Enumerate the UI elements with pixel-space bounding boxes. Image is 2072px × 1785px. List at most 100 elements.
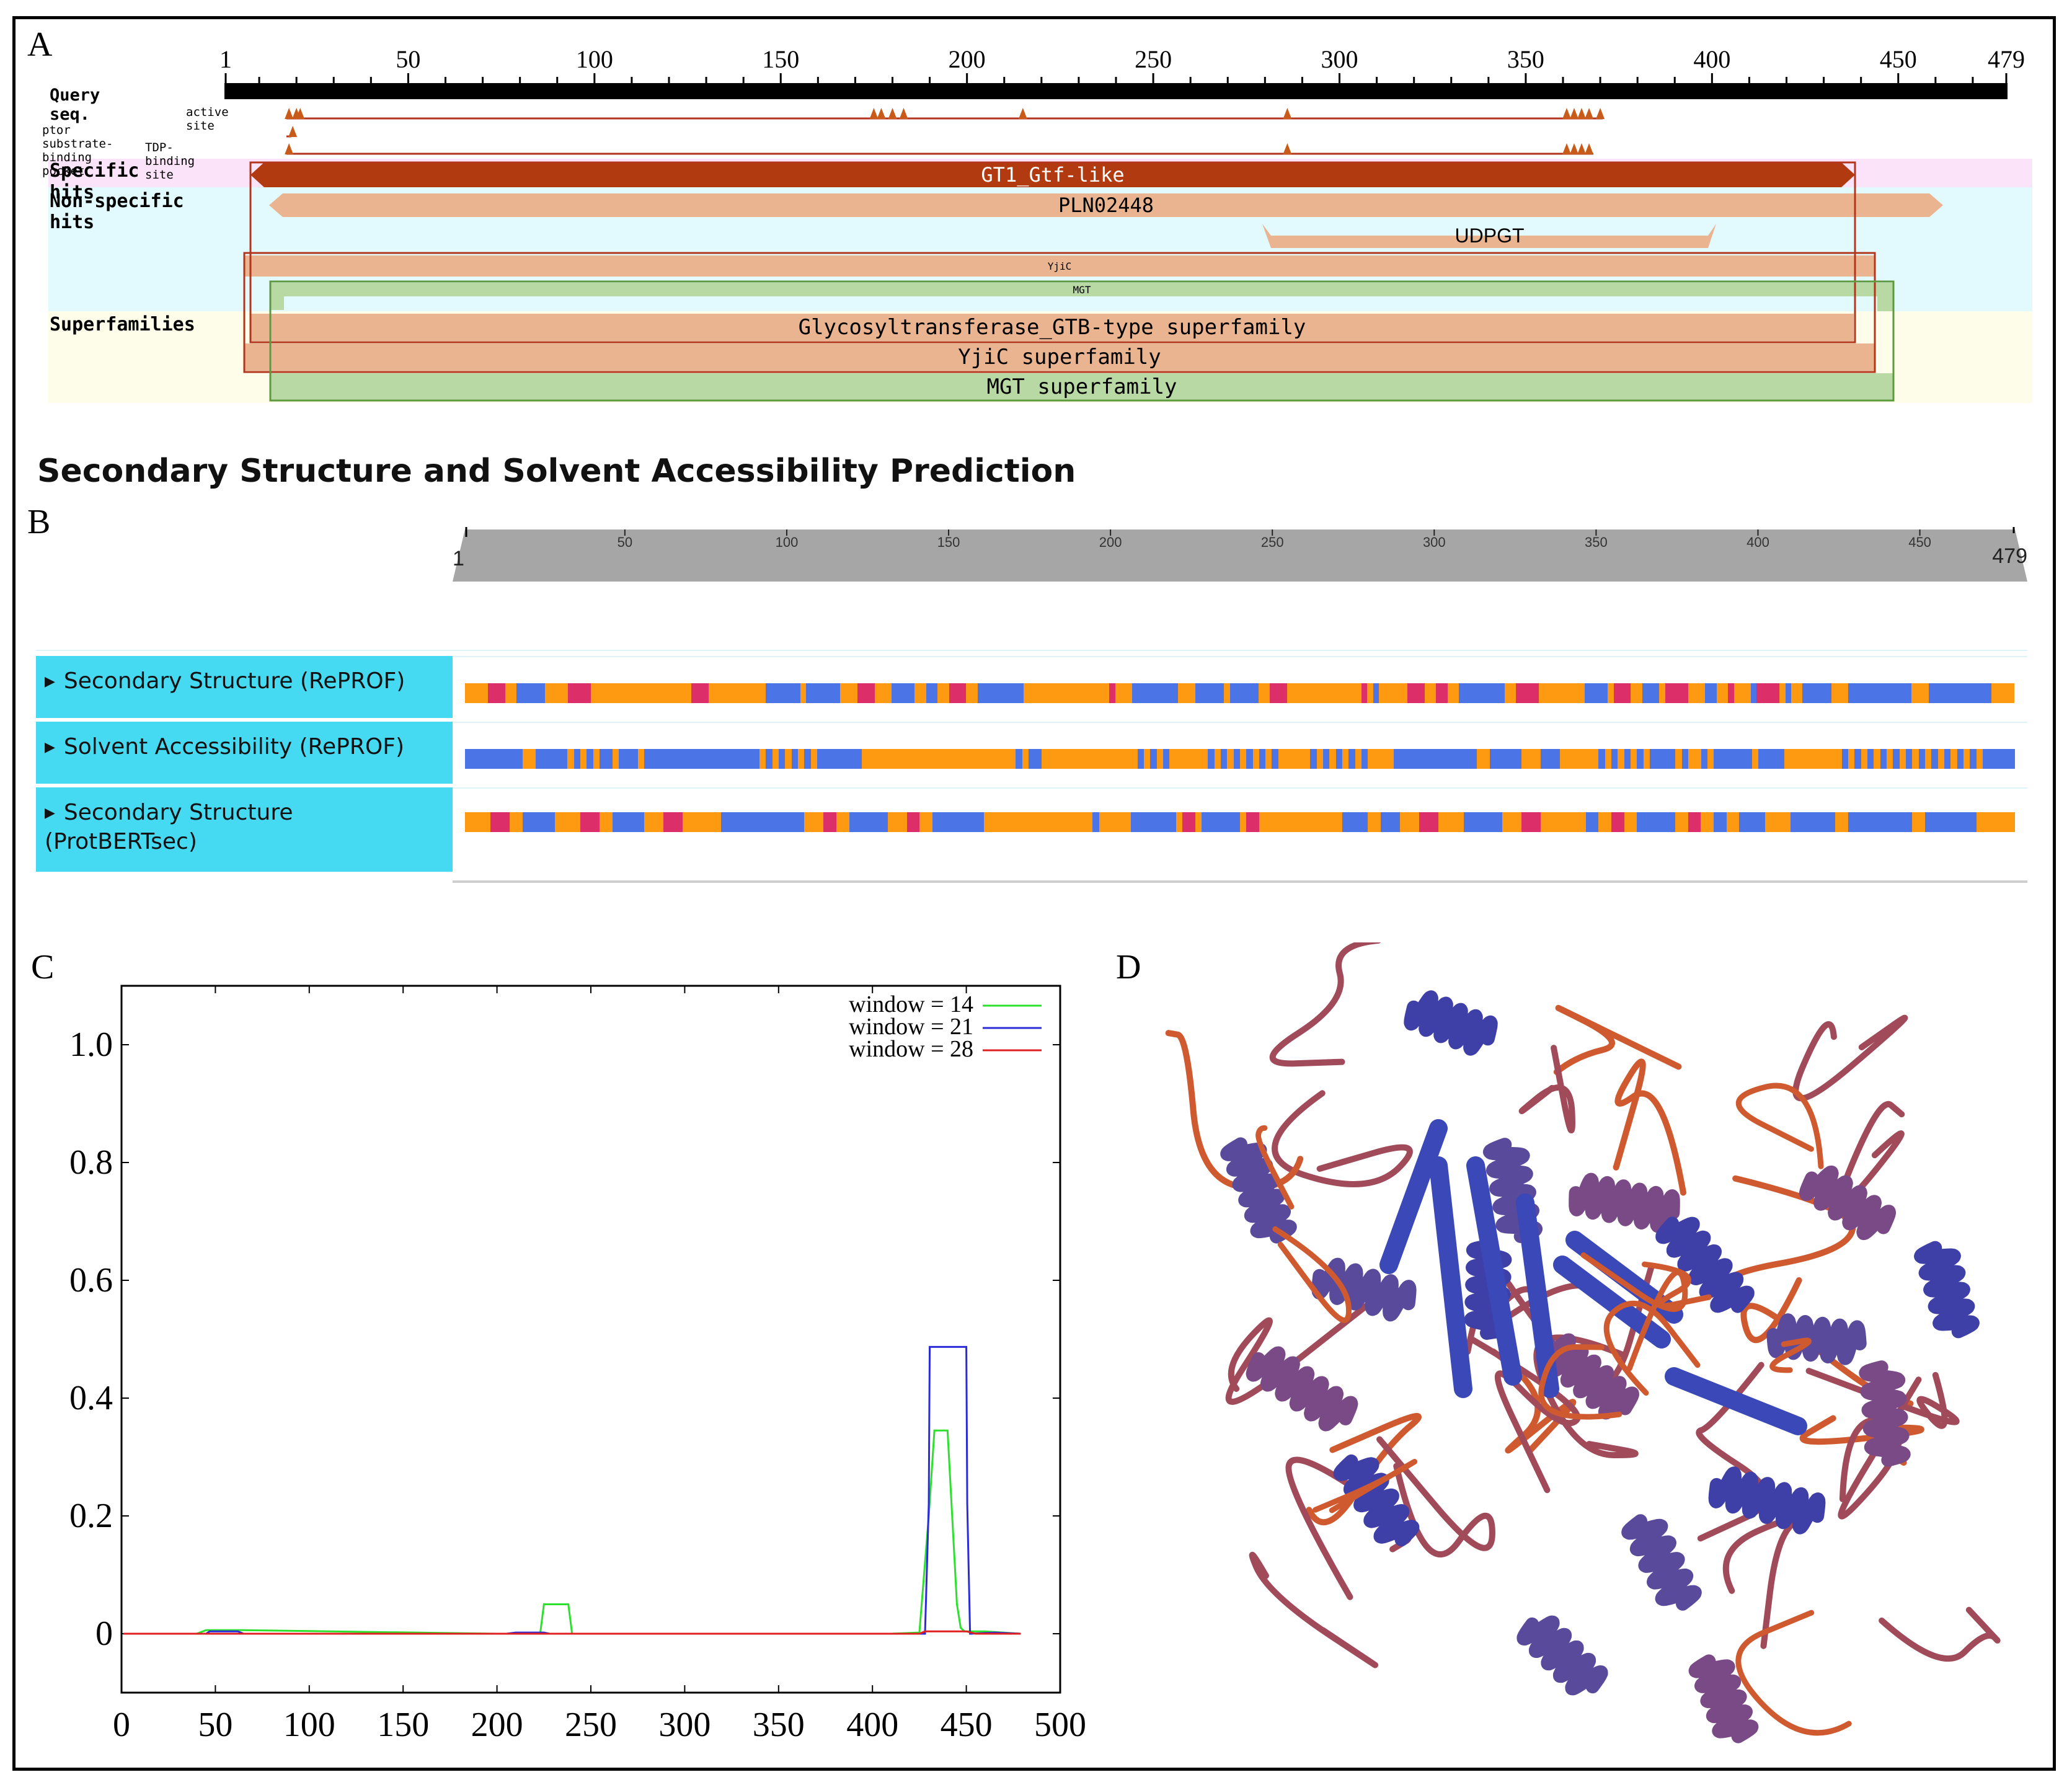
alpha-helix bbox=[1766, 1313, 1867, 1365]
sequence-segment bbox=[791, 749, 799, 769]
sequence-segment bbox=[1688, 683, 1706, 703]
ruler-tick-label: 200 bbox=[1099, 534, 1122, 550]
sequence-segment bbox=[1681, 749, 1688, 769]
sequence-segment bbox=[805, 683, 841, 703]
sf-gtb-label: Glycosyltransferase_GTB-type superfamily bbox=[798, 315, 1306, 340]
sequence-segment bbox=[683, 812, 722, 832]
track-sa-reprof bbox=[453, 722, 2027, 785]
sequence-segment bbox=[1976, 749, 1983, 769]
expand-arrow-icon: ▶ bbox=[45, 740, 55, 755]
sequence-segment bbox=[1714, 812, 1727, 832]
ruler-tick-label: 300 bbox=[1321, 45, 1358, 73]
x-tick-label: 300 bbox=[658, 1706, 711, 1744]
sequence-segment bbox=[1259, 812, 1343, 832]
sequence-segment bbox=[849, 812, 888, 832]
sequence-segment bbox=[1643, 749, 1650, 769]
x-tick-label: 500 bbox=[1034, 1706, 1086, 1744]
sequence-segment bbox=[708, 683, 766, 703]
sequence-segment bbox=[1854, 749, 1861, 769]
sequence-segment bbox=[516, 683, 546, 703]
sequence-segment bbox=[1156, 749, 1163, 769]
beta-strand bbox=[1516, 1194, 1559, 1398]
track-label-ss-reprof[interactable]: ▶ Secondary Structure (RePROF) bbox=[36, 656, 453, 718]
sequence-segment bbox=[1726, 812, 1740, 832]
sequence-segment bbox=[1265, 749, 1272, 769]
sequence-segment bbox=[1195, 683, 1224, 703]
sequence-segment bbox=[785, 749, 792, 769]
sequence-segment bbox=[593, 749, 600, 769]
sequence-segment bbox=[663, 812, 683, 832]
sequence-segment bbox=[1393, 749, 1477, 769]
sequence-segment bbox=[932, 812, 984, 832]
panel-d-letter: D bbox=[1116, 948, 1141, 986]
legend-label: window = 28 bbox=[849, 1036, 973, 1062]
sequence-segment bbox=[1132, 683, 1179, 703]
sequence-segment bbox=[1272, 749, 1278, 769]
coil-loop bbox=[1225, 1283, 1395, 1405]
sequence-segment bbox=[465, 812, 491, 832]
coil-loop bbox=[1769, 1337, 1812, 1373]
sequence-segment bbox=[1162, 749, 1170, 769]
coil-loop bbox=[1735, 1083, 1824, 1169]
coil-loop bbox=[1533, 1334, 1639, 1458]
sequence-segment bbox=[1831, 683, 1849, 703]
sequence-segment bbox=[1957, 749, 1964, 769]
superfamilies-label: Superfamilies bbox=[50, 314, 195, 335]
sequence-segment bbox=[1912, 749, 1919, 769]
site-marker bbox=[1570, 108, 1579, 119]
track-label-ss-protbert[interactable]: ▶ Secondary Structure (ProtBERTsec) bbox=[36, 787, 453, 872]
sequence-segment bbox=[1252, 749, 1259, 769]
sequence-segment bbox=[1246, 812, 1259, 832]
track-ss-protbert bbox=[453, 787, 2027, 873]
sequence-segment bbox=[1899, 749, 1906, 769]
sequence-segment bbox=[1286, 683, 1362, 703]
sequence-segment bbox=[1887, 749, 1893, 769]
sequence-segment bbox=[800, 683, 806, 703]
sequence-segment bbox=[1178, 683, 1196, 703]
pln02448-bar bbox=[269, 193, 1943, 217]
sequence-segment bbox=[522, 812, 555, 832]
beta-strand bbox=[1466, 1156, 1522, 1386]
sequence-segment bbox=[759, 749, 766, 769]
query-seq-label: Query seq. bbox=[50, 86, 100, 124]
sequence-segment bbox=[1585, 683, 1608, 703]
sequence-segment bbox=[1665, 683, 1688, 703]
sequence-segment bbox=[1502, 812, 1522, 832]
sequence-segment bbox=[1233, 749, 1240, 769]
udpgt-bar bbox=[1262, 224, 1716, 248]
sequence-segment bbox=[1246, 749, 1253, 769]
site-marker bbox=[1018, 108, 1027, 119]
sequence-segment bbox=[1316, 749, 1324, 769]
sequence-segment bbox=[1424, 683, 1437, 703]
sequence-segment bbox=[1925, 749, 1932, 769]
sequence-segment bbox=[1229, 683, 1259, 703]
y-tick-label: 0.8 bbox=[69, 1143, 113, 1182]
y-tick-label: 0.6 bbox=[69, 1261, 113, 1300]
sequence-segment bbox=[1342, 812, 1368, 832]
x-tick-label: 0 bbox=[113, 1706, 130, 1744]
mgt-bar-end bbox=[1877, 283, 1893, 311]
query-ruler-ticks bbox=[224, 73, 2008, 155]
track-label-sa-reprof[interactable]: ▶ Solvent Accessibility (RePROF) bbox=[36, 722, 453, 784]
coil-loop bbox=[1603, 1300, 1701, 1396]
protein-3d-structure bbox=[1165, 942, 2001, 1743]
sequence-segment bbox=[1436, 683, 1448, 703]
y-tick-label: 1.0 bbox=[69, 1025, 113, 1064]
alpha-helix bbox=[1799, 1165, 1897, 1241]
sequence-segment bbox=[1521, 812, 1541, 832]
track-label-text: Secondary Structure (RePROF) bbox=[63, 668, 405, 694]
site-marker bbox=[1562, 143, 1572, 154]
sequence-segment bbox=[1239, 812, 1247, 832]
sequence-segment bbox=[1848, 683, 1911, 703]
sequence-segment bbox=[1368, 812, 1381, 832]
sequence-segment bbox=[892, 683, 915, 703]
coil-loop bbox=[1735, 1610, 1852, 1736]
sequence-segment bbox=[1516, 683, 1539, 703]
sequence-segment bbox=[1477, 749, 1490, 769]
sequence-segment bbox=[1637, 812, 1676, 832]
sequence-segment bbox=[618, 749, 638, 769]
sequence-segment bbox=[1447, 683, 1459, 703]
sequence-segment bbox=[1368, 749, 1394, 769]
sequence-segment bbox=[1169, 749, 1208, 769]
sequence-segment bbox=[1227, 749, 1234, 769]
